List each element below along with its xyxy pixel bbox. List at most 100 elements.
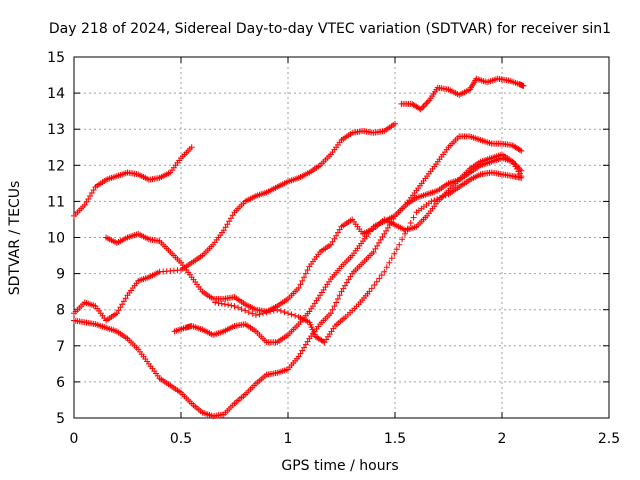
x-tick-label: 0 bbox=[70, 431, 79, 447]
data-point bbox=[329, 238, 336, 245]
data-point bbox=[340, 285, 347, 292]
series-track-6 bbox=[398, 75, 527, 113]
data-point bbox=[228, 302, 235, 309]
data-point bbox=[401, 230, 408, 237]
data-point bbox=[218, 300, 225, 307]
data-point bbox=[249, 310, 256, 317]
data-point bbox=[381, 230, 388, 237]
y-tick-label: 10 bbox=[47, 231, 65, 247]
data-point bbox=[88, 189, 95, 196]
data-point bbox=[520, 82, 527, 89]
data-point bbox=[327, 310, 334, 317]
data-point bbox=[225, 301, 232, 308]
data-point bbox=[334, 229, 341, 236]
data-point bbox=[292, 312, 299, 319]
data-point bbox=[299, 277, 306, 284]
x-tick-label: 2.5 bbox=[598, 431, 620, 447]
data-point bbox=[215, 300, 222, 307]
y-tick-label: 5 bbox=[56, 411, 65, 427]
data-point bbox=[377, 236, 384, 243]
series-track-7 bbox=[212, 169, 525, 346]
data-point bbox=[285, 310, 291, 317]
data-point bbox=[392, 120, 398, 127]
y-tick-label: 15 bbox=[47, 50, 65, 66]
data-point bbox=[117, 304, 124, 311]
data-point bbox=[319, 338, 326, 345]
y-tick-label: 9 bbox=[56, 267, 65, 283]
data-point bbox=[85, 195, 92, 202]
data-point bbox=[119, 301, 126, 308]
series-track-4 bbox=[71, 155, 525, 420]
data-point bbox=[391, 250, 398, 257]
data-point bbox=[87, 192, 94, 199]
y-tick-label: 12 bbox=[47, 158, 65, 174]
grid-lines bbox=[74, 57, 609, 418]
x-axis-label: GPS time / hours bbox=[281, 458, 398, 474]
data-point bbox=[260, 310, 267, 317]
data-point bbox=[333, 299, 340, 306]
chart-title: Day 218 of 2024, Sidereal Day-to-day VTE… bbox=[49, 21, 611, 37]
data-point bbox=[83, 199, 90, 206]
y-tick-label: 13 bbox=[47, 122, 65, 138]
y-axis-label: SDTVAR / TECUs bbox=[7, 181, 23, 296]
data-point bbox=[301, 344, 308, 351]
data-point bbox=[263, 309, 270, 316]
data-point bbox=[374, 242, 381, 249]
data-point bbox=[297, 350, 304, 357]
data-point bbox=[342, 282, 349, 289]
data-point bbox=[224, 221, 231, 228]
data-point bbox=[212, 299, 219, 306]
data-point bbox=[299, 347, 306, 354]
data-point bbox=[442, 192, 449, 199]
data-point bbox=[227, 215, 234, 222]
data-point bbox=[274, 306, 281, 313]
data-point bbox=[516, 146, 523, 153]
data-point bbox=[336, 292, 343, 299]
data-point bbox=[331, 303, 338, 310]
data-point bbox=[338, 288, 345, 295]
data-point bbox=[281, 309, 288, 316]
data-point bbox=[419, 104, 426, 111]
x-tick-label: 1 bbox=[284, 431, 293, 447]
data-point bbox=[366, 288, 373, 295]
data-point bbox=[334, 295, 341, 302]
data-point bbox=[90, 186, 97, 193]
data-point bbox=[295, 285, 302, 292]
data-point bbox=[120, 298, 127, 305]
data-point bbox=[221, 301, 228, 308]
data-point bbox=[270, 307, 277, 314]
y-tick-label: 14 bbox=[47, 86, 65, 102]
x-tick-label: 2 bbox=[498, 431, 507, 447]
data-point bbox=[188, 144, 195, 151]
data-point bbox=[81, 202, 88, 209]
data-point bbox=[381, 268, 388, 275]
data-point bbox=[113, 310, 120, 317]
data-point bbox=[302, 341, 309, 348]
data-point bbox=[252, 312, 259, 319]
data-point bbox=[393, 246, 400, 253]
data-point bbox=[421, 101, 428, 108]
data-point bbox=[376, 275, 383, 282]
data-point bbox=[235, 304, 242, 311]
data-point bbox=[238, 306, 245, 313]
data-point bbox=[383, 264, 390, 271]
data-point bbox=[267, 308, 274, 315]
y-tick-label: 11 bbox=[47, 194, 65, 210]
data-point bbox=[386, 259, 393, 266]
data-point bbox=[396, 241, 403, 248]
data-point bbox=[518, 167, 525, 174]
data-point bbox=[226, 218, 233, 225]
data-point bbox=[375, 239, 382, 246]
data-point bbox=[343, 279, 350, 286]
series-track-2 bbox=[71, 120, 398, 324]
data-point bbox=[388, 255, 395, 262]
data-point bbox=[518, 147, 525, 154]
data-point bbox=[304, 338, 311, 345]
data-point bbox=[345, 276, 352, 283]
data-point bbox=[518, 174, 525, 181]
data-point bbox=[245, 309, 252, 316]
x-tick-label: 1.5 bbox=[384, 431, 406, 447]
series-track-3 bbox=[103, 151, 525, 315]
data-point bbox=[256, 311, 263, 318]
